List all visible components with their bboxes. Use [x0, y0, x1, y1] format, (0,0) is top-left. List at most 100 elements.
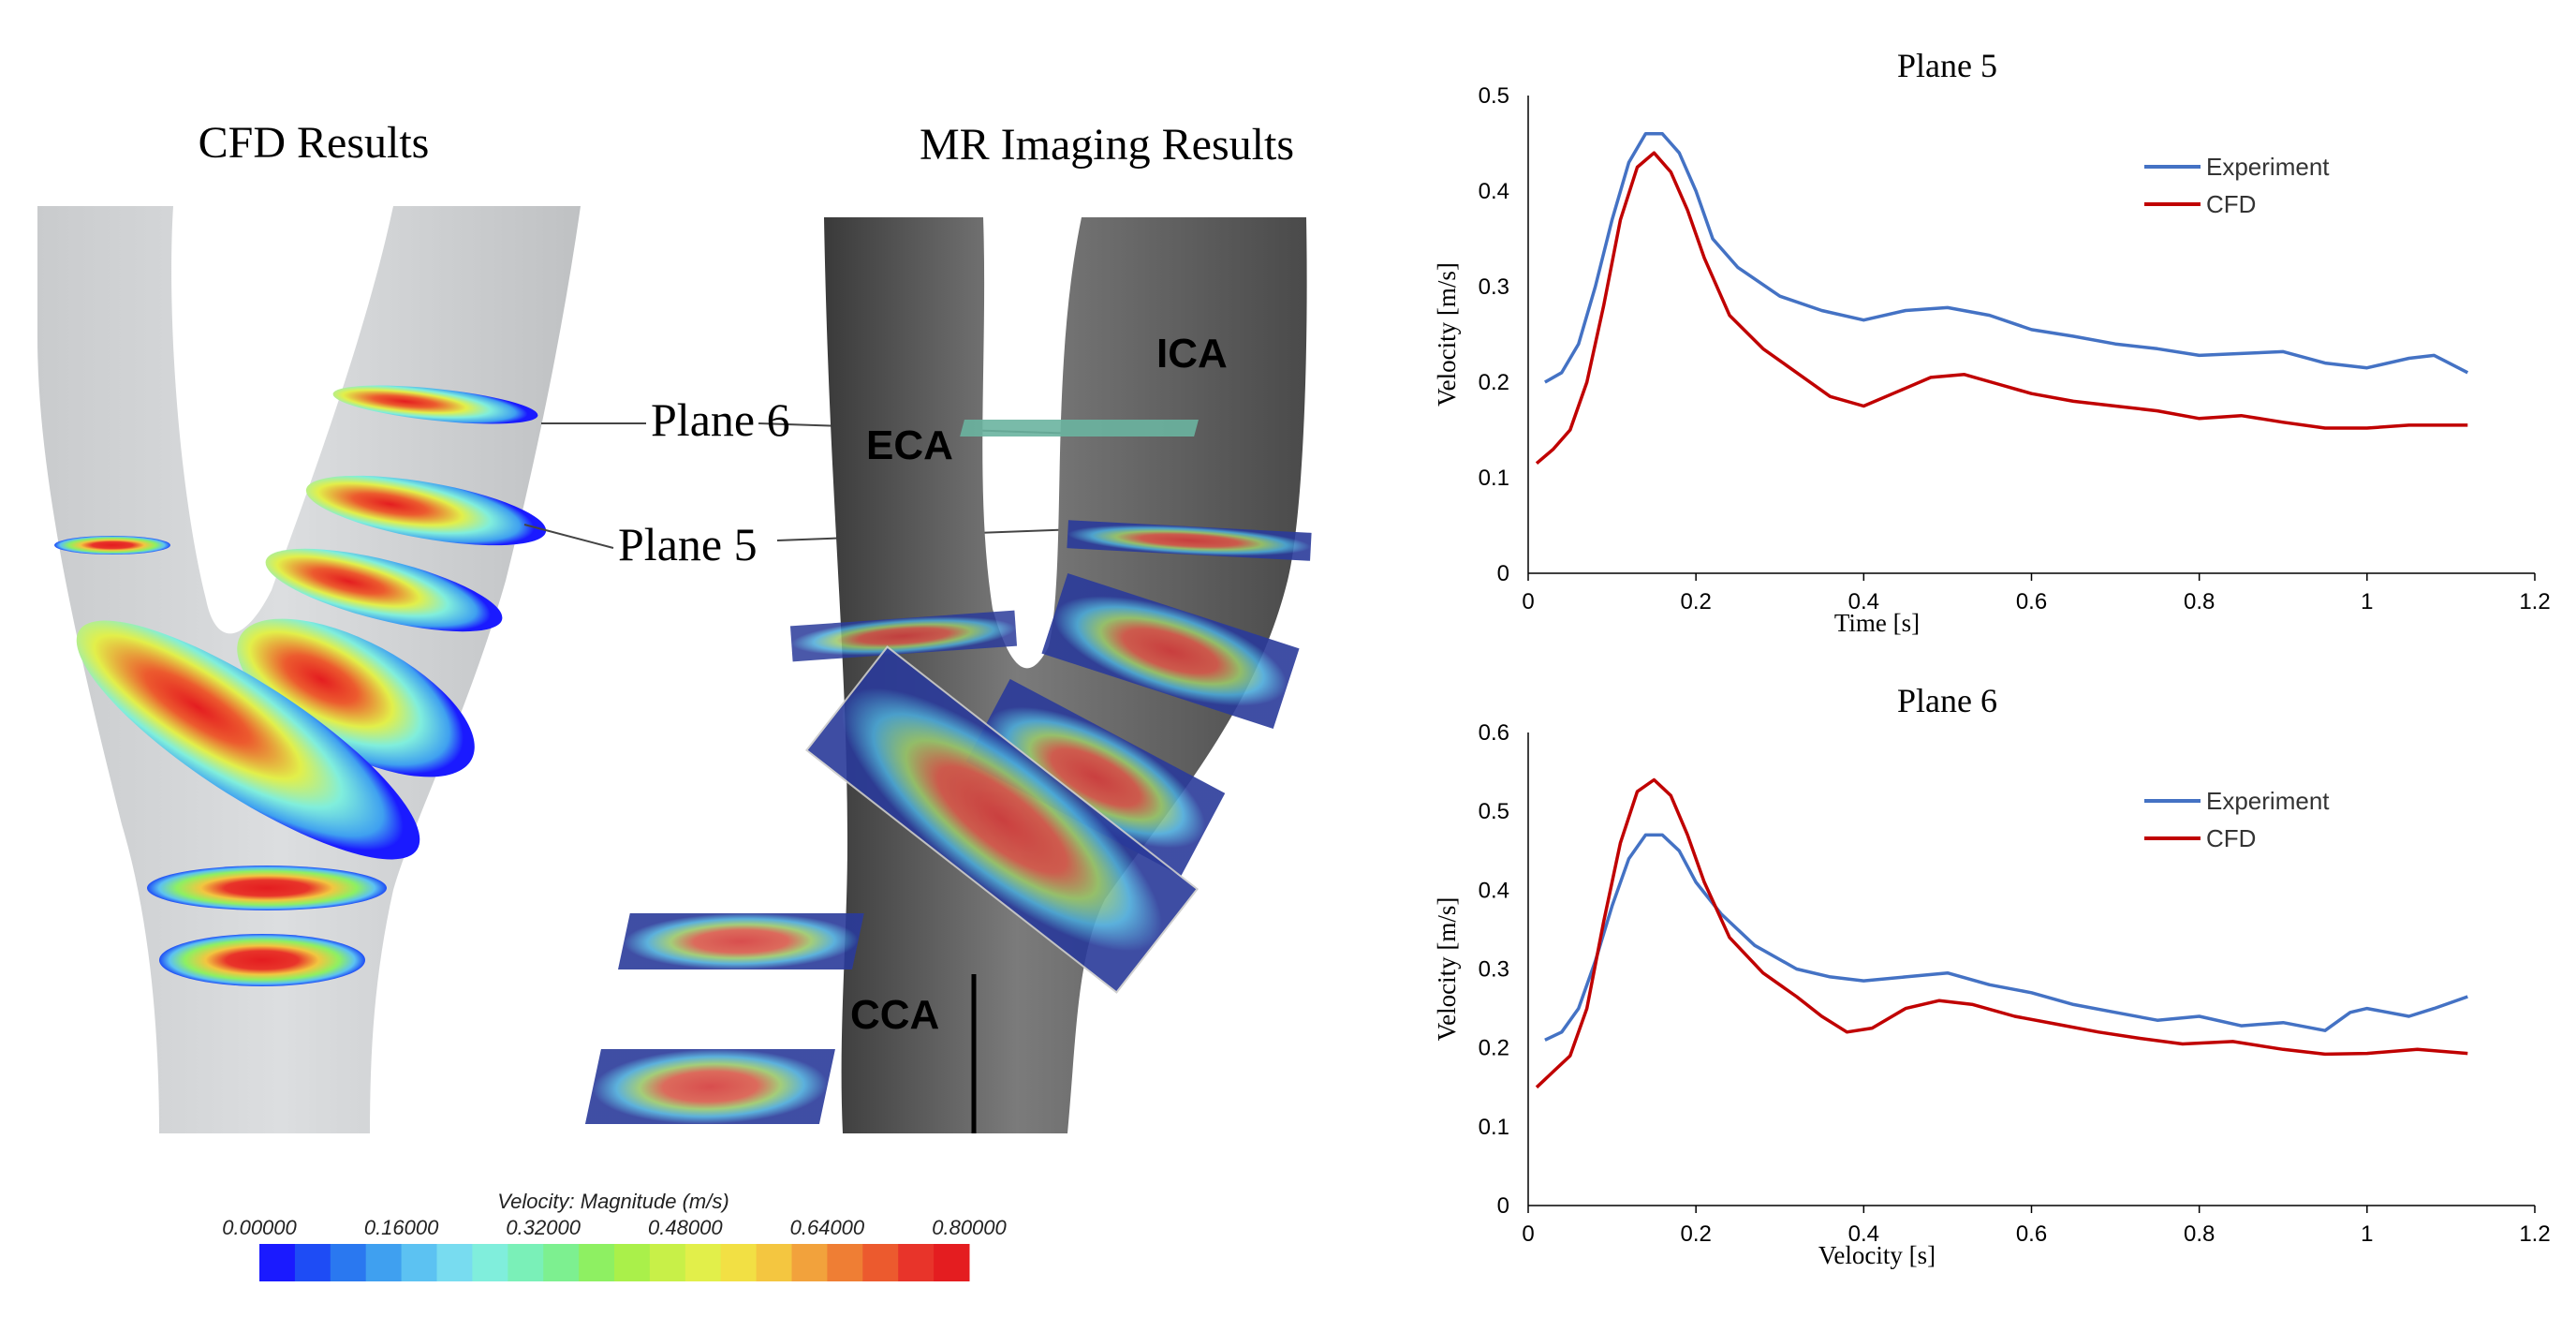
colorbar-swatch: [934, 1244, 970, 1281]
x-axis-title: Velocity [s]: [1818, 1241, 1936, 1269]
mr-plane-eca: [789, 610, 1018, 662]
mr-plane-3: [965, 678, 1226, 877]
x-tick-label: 0.8: [2184, 1221, 2215, 1247]
plane5-callout: Plane 5: [618, 518, 758, 570]
colorbar-swatch: [294, 1244, 331, 1281]
cfd-plane-4: [265, 548, 503, 632]
mr-plane-1: [618, 913, 864, 969]
plane6-callout: Plane 6: [651, 393, 790, 446]
colorbar-tick-label: 0.48000: [648, 1216, 723, 1239]
colorbar-swatch: [543, 1244, 580, 1281]
colorbar-swatch: [436, 1244, 473, 1281]
mr-plane-0: [584, 1049, 835, 1124]
cfd-plane-0: [159, 934, 365, 986]
colorbar: Velocity: Magnitude (m/s) 0.00000 0.16000…: [222, 1190, 1008, 1281]
cfd-plane-eca: [54, 536, 170, 555]
eca-label: ECA: [866, 422, 953, 468]
x-tick-label: 0.6: [2016, 589, 2047, 614]
cfd-plane-6: [332, 385, 538, 424]
cfd-plane-3: [237, 618, 475, 777]
x-tick-label: 1.2: [2519, 1221, 2550, 1247]
mr-plane-5: [1067, 520, 1312, 561]
chart-title: Plane 5: [1897, 47, 1997, 84]
y-tick-label: 0.6: [1479, 720, 1509, 746]
x-tick-label: 0.2: [1680, 589, 1711, 614]
x-tick-label: 1.2: [2519, 589, 2550, 614]
x-tick-label: 0.2: [1680, 1221, 1711, 1247]
colorbar-swatch: [579, 1244, 615, 1281]
mr-title: MR Imaging Results: [920, 120, 1294, 170]
cfd-flow-planes: [54, 385, 547, 986]
x-tick-label: 0.8: [2184, 589, 2215, 614]
y-axis-title: Velocity [m/s]: [1433, 897, 1461, 1042]
chart-plane5: Plane 5 0 0.1 0.2 0.3 0.4 0.5 0 0.2 0.4 0.6 0.8 1 1.2…: [1433, 47, 2551, 637]
colorbar-swatches: [259, 1244, 970, 1281]
y-tick-label: 0.2: [1479, 1036, 1509, 1061]
colorbar-swatch: [649, 1244, 686, 1281]
y-tick-label: 0.1: [1479, 1115, 1509, 1140]
legend-label: CFD: [2206, 824, 2256, 852]
mr-vessel-surface: [824, 217, 1307, 1133]
colorbar-swatch: [684, 1244, 722, 1281]
y-tick-label: 0.1: [1479, 466, 1509, 491]
colorbar-swatch: [720, 1244, 758, 1281]
colorbar-swatch: [472, 1244, 508, 1281]
colorbar-tick-label: 0.64000: [790, 1216, 865, 1239]
colorbar-tick-label: 0.00000: [222, 1216, 297, 1239]
colorbar-swatch: [791, 1244, 828, 1281]
plane5-callout-line-cfd: [523, 524, 614, 549]
x-tick-label: 0: [1522, 1221, 1534, 1247]
x-axis-title: Time [s]: [1834, 609, 1920, 637]
ica-label: ICA: [1156, 331, 1228, 377]
y-tick-label: 0: [1497, 1193, 1509, 1219]
cfd-title: CFD Results: [199, 118, 430, 168]
colorbar-swatch: [401, 1244, 437, 1281]
series-line-cfd: [1535, 151, 2468, 466]
x-tick-label: 0.6: [2016, 1221, 2047, 1247]
cfd-plane-1: [147, 866, 387, 910]
series-line-experiment: [1544, 833, 2468, 1042]
colorbar-swatch: [827, 1244, 863, 1281]
cfd-plane-2: [76, 620, 420, 860]
cfd-plane-5: [305, 475, 547, 546]
colorbar-tick-label: 0.80000: [932, 1216, 1007, 1239]
y-tick-label: 0.3: [1479, 274, 1509, 300]
x-tick-label: 0: [1522, 589, 1534, 614]
chart-title: Plane 6: [1897, 682, 1997, 719]
legend-label: CFD: [2206, 190, 2256, 218]
mr-flow-planes: [584, 420, 1312, 1133]
mr-plane-6: [960, 420, 1199, 437]
y-tick-label: 0.4: [1479, 179, 1509, 204]
mr-panel: MR Imaging Results ECA ICA CCA: [584, 120, 1312, 1133]
colorbar-tick-label: 0.16000: [364, 1216, 439, 1239]
y-tick-label: 0.2: [1479, 370, 1509, 395]
y-tick-label: 0.3: [1479, 957, 1509, 983]
y-axis-title: Velocity [m/s]: [1433, 262, 1461, 407]
x-tick-label: 1: [2361, 1221, 2373, 1247]
x-tick-label: 1: [2361, 589, 2373, 614]
y-tick-label: 0.4: [1479, 878, 1509, 903]
legend-label: Experiment: [2206, 787, 2330, 815]
series-line-cfd: [1535, 777, 2468, 1089]
colorbar-swatch: [365, 1244, 403, 1281]
cca-label: CCA: [850, 992, 939, 1038]
x-tick-label: 0.4: [1848, 589, 1879, 614]
colorbar-swatch: [259, 1244, 296, 1281]
series-line-experiment: [1544, 132, 2469, 384]
cfd-panel: CFD Results Plane 6 Plane 5: [37, 118, 1078, 1133]
y-tick-label: 0.5: [1479, 83, 1509, 109]
y-tick-label: 0: [1497, 561, 1509, 586]
colorbar-swatch: [898, 1244, 935, 1281]
legend-label: Experiment: [2206, 153, 2330, 181]
colorbar-title: Velocity: Magnitude (m/s): [497, 1190, 729, 1213]
chart-plane6: Plane 6 0 0.1 0.2 0.3 0.4 0.5 0.6 0 0.2 0.4 0.6 0.8 1…: [1433, 682, 2551, 1269]
colorbar-swatch: [756, 1244, 792, 1281]
x-tick-label: 0.4: [1848, 1221, 1879, 1247]
mr-plane-4: [1041, 573, 1300, 729]
mr-vessel: [824, 217, 1307, 1133]
colorbar-swatch: [862, 1244, 899, 1281]
colorbar-ticks: 0.00000 0.16000 0.32000 0.48000 0.64000 0.800…: [222, 1216, 1007, 1239]
colorbar-swatch: [508, 1244, 544, 1281]
mr-plane-2: [805, 645, 1199, 994]
